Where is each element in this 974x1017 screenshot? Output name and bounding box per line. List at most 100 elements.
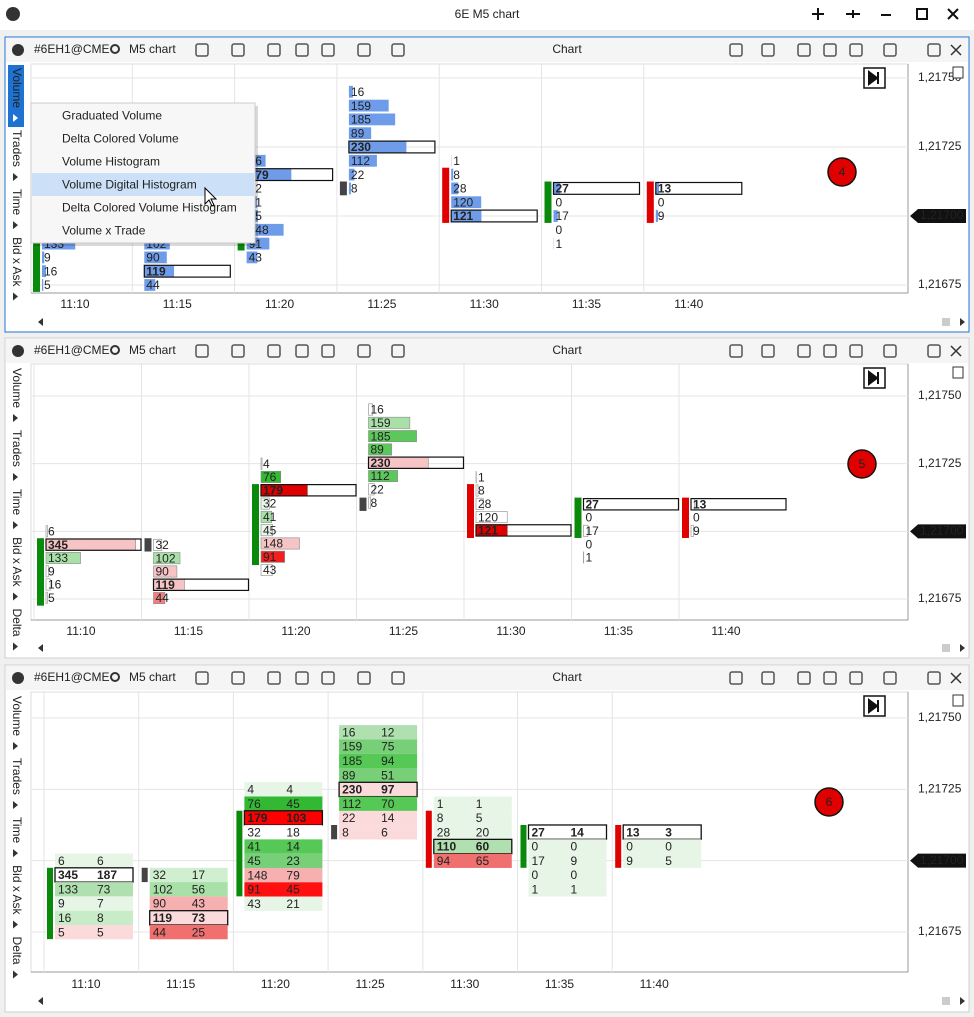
toolbar-button[interactable] [761,43,775,57]
side-tab[interactable]: Trades [10,130,24,167]
toolbar-button[interactable] [823,43,837,57]
close-button[interactable] [950,44,962,56]
scroll-end-icon[interactable] [868,70,879,86]
scroll-thumb[interactable] [942,318,950,326]
toolbar-button[interactable] [357,671,371,685]
side-tab-arrow[interactable] [13,521,18,530]
side-tab[interactable]: Time [10,817,24,844]
search-icon[interactable] [110,345,120,355]
menu-item[interactable]: Delta Colored Volume [62,132,179,146]
toolbar-button[interactable] [357,43,371,57]
menu-item[interactable]: Volume Digital Histogram [62,178,197,192]
scroll-left[interactable] [38,644,43,652]
toolbar-button[interactable] [267,43,281,57]
menu-item[interactable]: Volume x Trade [62,224,146,238]
side-tab-arrow[interactable] [13,114,18,123]
toolbar-button[interactable] [849,43,863,57]
toolbar-button[interactable] [267,671,281,685]
side-tab-arrow[interactable] [13,849,18,858]
toolbar-button[interactable] [823,671,837,685]
menu-item[interactable]: Volume Histogram [62,155,160,169]
toolbar-button[interactable] [761,671,775,685]
side-tab[interactable]: Volume [10,696,24,736]
symbol[interactable]: #6EH1@CME [34,670,110,684]
toolbar-button[interactable] [321,671,335,685]
scroll-thumb[interactable] [942,997,950,1005]
toolbar-button[interactable] [267,344,281,358]
close-button[interactable] [950,672,962,684]
symbol[interactable]: #6EH1@CME [34,42,110,56]
side-tab-arrow[interactable] [13,292,18,301]
side-tab-arrow[interactable] [13,172,18,181]
side-tab-arrow[interactable] [13,800,18,809]
timeframe[interactable]: M5 chart [129,343,176,357]
toolbar-button[interactable] [195,671,209,685]
scroll-left[interactable] [38,997,43,1005]
toolbar-button[interactable] [761,344,775,358]
timeframe[interactable]: M5 chart [129,670,176,684]
scroll-right[interactable] [960,997,965,1005]
side-tab-arrow[interactable] [13,414,18,423]
toolbar-button[interactable] [195,344,209,358]
toolbar-button[interactable] [295,344,309,358]
toolbar-button[interactable] [927,671,941,685]
window-buttons[interactable] [812,8,959,20]
side-tab-arrow[interactable] [13,742,18,751]
symbol[interactable]: #6EH1@CME [34,343,110,357]
toolbar-button[interactable] [231,344,245,358]
side-tab-arrow[interactable] [13,592,18,601]
side-tab[interactable]: Volume [10,68,24,108]
timeframe[interactable]: M5 chart [129,42,176,56]
toolbar-button[interactable] [927,344,941,358]
search-icon[interactable] [110,44,120,54]
toolbar-button[interactable] [295,43,309,57]
side-tab-arrow[interactable] [13,970,18,979]
toolbar-button[interactable] [391,344,405,358]
side-tab[interactable]: Time [10,489,24,516]
menu-item[interactable]: Delta Colored Volume Histogram [62,201,237,215]
scroll-end-icon[interactable] [868,698,879,714]
toolbar-button[interactable] [823,344,837,358]
toolbar-button[interactable] [195,43,209,57]
toolbar-button[interactable] [391,43,405,57]
scroll-right[interactable] [960,644,965,652]
side-tab[interactable]: Time [10,189,24,216]
toolbar-button[interactable] [391,671,405,685]
toolbar-button[interactable] [849,344,863,358]
side-tab[interactable]: Volume [10,368,24,408]
side-tab[interactable]: Bid x Ask [10,537,24,587]
close-button[interactable] [950,345,962,357]
toolbar-button[interactable] [729,344,743,358]
toolbar-button[interactable] [231,671,245,685]
toolbar-button[interactable] [797,344,811,358]
search-icon[interactable] [110,672,120,682]
toolbar-button[interactable] [295,671,309,685]
toolbar-button[interactable] [231,43,245,57]
side-tab[interactable]: Delta [10,609,24,637]
scroll-end-icon[interactable] [868,370,879,386]
side-tab[interactable]: Bid x Ask [10,237,24,287]
toolbar-button[interactable] [357,344,371,358]
toolbar-button[interactable] [883,671,897,685]
toolbar-button[interactable] [849,671,863,685]
scroll-right[interactable] [960,318,965,326]
side-tab-arrow[interactable] [13,642,18,651]
toolbar-button[interactable] [729,671,743,685]
side-tab-arrow[interactable] [13,221,18,230]
side-tab[interactable]: Trades [10,758,24,795]
scroll-left[interactable] [38,318,43,326]
toolbar-button[interactable] [883,43,897,57]
side-tab-arrow[interactable] [13,472,18,481]
menu-item[interactable]: Graduated Volume [62,109,162,123]
toolbar-button[interactable] [927,43,941,57]
side-tab[interactable]: Trades [10,430,24,467]
side-tab-arrow[interactable] [13,920,18,929]
scroll-thumb[interactable] [942,644,950,652]
side-tab[interactable]: Bid x Ask [10,865,24,915]
side-tab[interactable]: Delta [10,937,24,965]
toolbar-button[interactable] [797,43,811,57]
toolbar-button[interactable] [797,671,811,685]
toolbar-button[interactable] [321,43,335,57]
toolbar-button[interactable] [883,344,897,358]
toolbar-button[interactable] [321,344,335,358]
